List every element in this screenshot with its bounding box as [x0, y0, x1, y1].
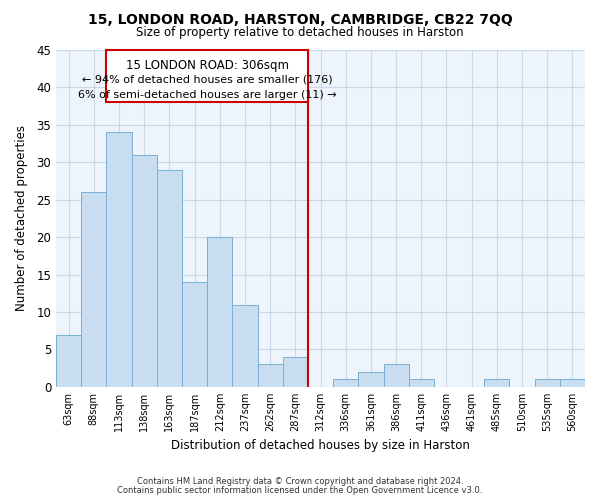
Bar	[535, 380, 560, 387]
Bar	[560, 380, 585, 387]
Bar	[207, 237, 232, 387]
Text: 15 LONDON ROAD: 306sqm: 15 LONDON ROAD: 306sqm	[125, 59, 289, 72]
Bar	[56, 334, 81, 387]
Y-axis label: Number of detached properties: Number of detached properties	[15, 126, 28, 312]
FancyBboxPatch shape	[106, 50, 308, 102]
Bar	[157, 170, 182, 387]
Bar	[283, 357, 308, 387]
Text: ← 94% of detached houses are smaller (176): ← 94% of detached houses are smaller (17…	[82, 74, 332, 85]
Bar	[81, 192, 106, 387]
Bar	[131, 155, 157, 387]
X-axis label: Distribution of detached houses by size in Harston: Distribution of detached houses by size …	[171, 440, 470, 452]
Text: Contains HM Land Registry data © Crown copyright and database right 2024.: Contains HM Land Registry data © Crown c…	[137, 477, 463, 486]
Text: 15, LONDON ROAD, HARSTON, CAMBRIDGE, CB22 7QQ: 15, LONDON ROAD, HARSTON, CAMBRIDGE, CB2…	[88, 12, 512, 26]
Bar	[232, 304, 257, 387]
Text: Size of property relative to detached houses in Harston: Size of property relative to detached ho…	[136, 26, 464, 39]
Text: Contains public sector information licensed under the Open Government Licence v3: Contains public sector information licen…	[118, 486, 482, 495]
Bar	[484, 380, 509, 387]
Bar	[409, 380, 434, 387]
Bar	[333, 380, 358, 387]
Bar	[383, 364, 409, 387]
Bar	[106, 132, 131, 387]
Bar	[257, 364, 283, 387]
Bar	[358, 372, 383, 387]
Text: 6% of semi-detached houses are larger (11) →: 6% of semi-detached houses are larger (1…	[78, 90, 337, 101]
Bar	[182, 282, 207, 387]
